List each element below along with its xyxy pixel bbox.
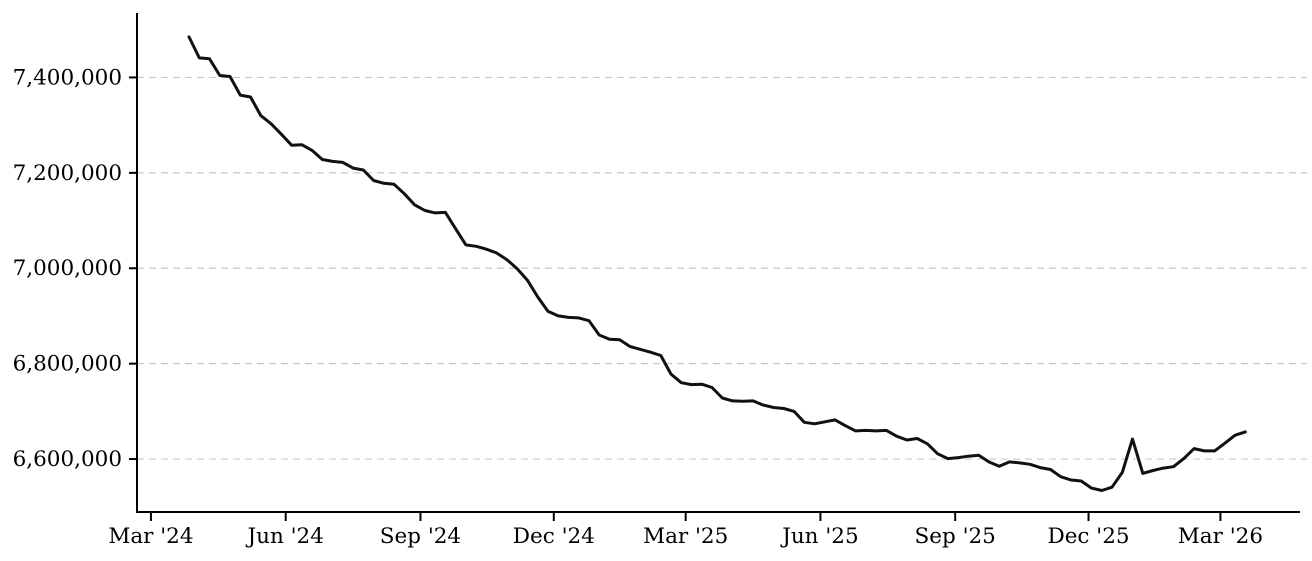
y-tick-label: 7,000,000 [13,256,122,281]
x-tick-label: Dec '24 [513,524,595,549]
x-tick-label: Mar '26 [1178,524,1263,549]
x-tick-label: Jun '24 [245,524,323,549]
y-tick-label: 7,400,000 [13,65,122,90]
x-tick-label: Sep '24 [380,524,461,549]
x-tick-label: Mar '24 [108,524,193,549]
data-line [187,35,1247,492]
y-tick-label: 7,200,000 [13,161,122,186]
x-tick-label: Jun '25 [780,524,858,549]
y-tick-label: 6,800,000 [13,352,122,377]
y-tick-label: 6,600,000 [13,447,122,472]
x-tick-label: Mar '25 [643,524,728,549]
x-tick-label: Dec '25 [1047,524,1129,549]
x-tick-label: Sep '25 [915,524,996,549]
